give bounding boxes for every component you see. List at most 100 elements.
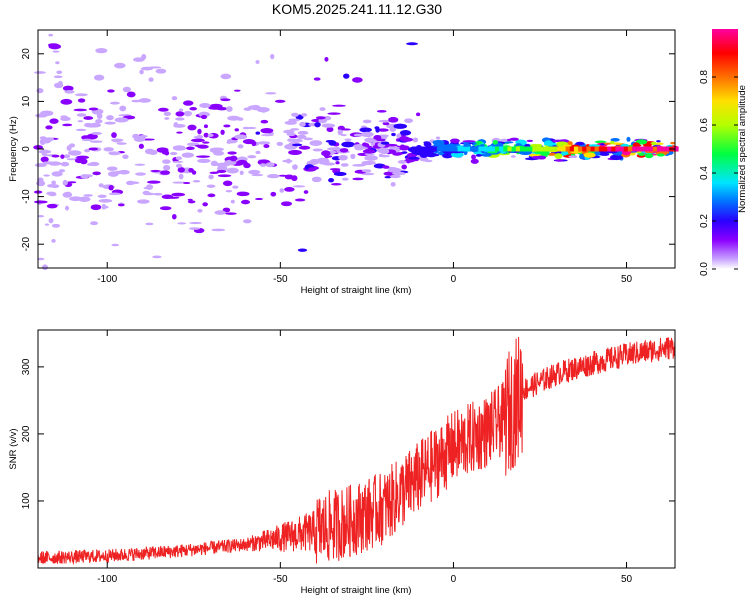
spectrogram-band-cell [540, 146, 546, 152]
spectrogram-cell [510, 155, 516, 158]
spectrogram-cell [588, 144, 601, 148]
spectrogram-cell [189, 221, 202, 225]
spectrogram-band-cell [640, 146, 646, 152]
spectrogram-cell [107, 171, 119, 177]
spectrogram-y-label: Frequency (Hz) [8, 116, 19, 181]
spectrogram-cell [319, 162, 330, 165]
spectrogram-band-cell [511, 146, 517, 152]
spectrogram-cell [210, 147, 224, 152]
spectrogram-cell [74, 93, 88, 97]
spectrogram-cell [610, 154, 623, 161]
spectrogram-cell [104, 121, 116, 125]
spectrogram-band-cell [544, 146, 550, 152]
spectrogram-band-cell [652, 146, 658, 152]
spectrogram-cell [362, 160, 376, 164]
spectrogram-cell [373, 134, 382, 140]
spectrogram-cell [328, 177, 335, 183]
spectrogram-cell [48, 218, 54, 224]
spectrogram-cell [341, 177, 349, 181]
colorbar-label: Normalized spectral amplitude [737, 85, 748, 213]
spectrogram-cell [265, 92, 277, 95]
spectrogram-cell [233, 89, 241, 92]
spectrogram-cell [122, 86, 131, 93]
spectrogram-cell [138, 98, 151, 103]
spectrogram-cell [338, 154, 348, 161]
colorbar-tick-label: 0.4 [699, 166, 710, 180]
spectrogram-cell [251, 140, 257, 147]
spectrogram-cell [188, 227, 201, 230]
spectrogram-cell [423, 142, 432, 147]
spectrogram-band-cell [461, 146, 467, 152]
spectrogram-cell [254, 197, 264, 200]
spectrogram-cell [492, 139, 498, 145]
spectrogram-cell [62, 191, 73, 198]
spectrogram-cell [313, 77, 321, 81]
spectrogram-cell [226, 106, 233, 112]
spectrogram-cell [34, 200, 48, 204]
colorbar-tick-label: 0.8 [699, 70, 710, 84]
spectrogram-cell [333, 171, 347, 176]
spectrogram-cell [75, 128, 87, 132]
spectrogram-cell [242, 162, 249, 166]
spectrogram-cell [638, 152, 645, 156]
spectrogram-cell [175, 163, 183, 168]
spectrogram-cell [319, 107, 326, 111]
spectrogram-cell [88, 107, 99, 111]
spectrogram-cell [44, 223, 50, 226]
spectrogram-cell [76, 155, 90, 160]
spectrogram-cell [37, 257, 45, 261]
spectrogram-cell [288, 149, 302, 156]
spectrogram-cell [388, 116, 399, 123]
spectrogram-cell [64, 89, 75, 94]
colorbar-tick-label: 0.2 [699, 214, 710, 228]
spectrogram-band-cell [561, 146, 567, 152]
snr-x-label: Height of straight line (km) [301, 585, 412, 596]
spectrogram-cell [341, 141, 355, 148]
spectrogram-cell [209, 171, 219, 175]
spectrogram-cell [148, 149, 158, 156]
spectrogram-cell [255, 60, 260, 64]
spectrogram-cell [34, 163, 47, 168]
spectrogram-cell [46, 191, 57, 196]
spectrogram-band-cell [449, 146, 455, 152]
spectrogram-cell [166, 196, 180, 199]
spectrogram-cell [377, 128, 389, 132]
spectrogram-cell [405, 158, 411, 164]
spectrogram-cell [60, 116, 71, 121]
spectrogram-cell [181, 152, 194, 158]
spectrogram-cell [114, 62, 126, 69]
spectrogram-band-cell [623, 146, 629, 152]
spectrogram-cell [500, 138, 509, 142]
spectrogram-band-cell [573, 146, 579, 152]
spectrogram-band-cell [499, 146, 505, 152]
spectrogram-cell [49, 118, 59, 124]
spectrogram-cell [77, 98, 86, 103]
spectrogram-cell [328, 140, 337, 146]
spectrogram-cell [192, 180, 201, 183]
spectrogram-cell [294, 198, 306, 202]
spectrogram-cell [341, 128, 351, 131]
spectrogram-cell [92, 171, 101, 176]
snr-frame [37, 329, 676, 569]
spectrogram-cell [276, 141, 284, 146]
spectrogram-cell [575, 141, 585, 146]
spectrogram-cell [163, 111, 172, 117]
snr-y-tick-label: 100 [21, 492, 32, 509]
spectrogram-cell [148, 77, 154, 82]
spectrogram-cell [111, 132, 117, 139]
spectrogram-cell [58, 169, 66, 173]
spectrogram-cell [211, 228, 226, 232]
spectrogram-band-cell [607, 146, 613, 152]
spectrogram-cell [48, 161, 62, 166]
spectrogram-cell [173, 123, 186, 128]
spectrogram-cell [382, 122, 390, 126]
snr-y-tick-label: 200 [21, 425, 32, 442]
spectrogram-cell [340, 163, 349, 167]
spectrogram-cell [375, 126, 380, 133]
spectrogram-cell [286, 158, 292, 164]
spectrogram-cell [240, 199, 250, 205]
spectrogram-cell [208, 174, 214, 180]
spectrogram-band-cell [482, 146, 488, 152]
spectrogram-cell [189, 106, 198, 111]
spectrogram-cell [51, 171, 63, 177]
